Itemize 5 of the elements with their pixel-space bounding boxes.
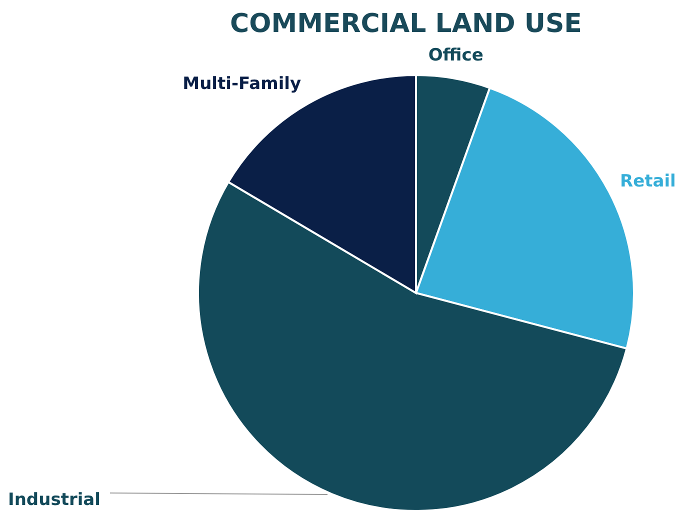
chart-title: COMMERCIAL LAND USE <box>230 9 582 39</box>
slice-label: Retail <box>620 171 676 192</box>
slice-label: Office <box>428 46 484 66</box>
slice-label: Industrial <box>8 490 100 510</box>
slice-label: Multi-Family <box>182 74 302 94</box>
